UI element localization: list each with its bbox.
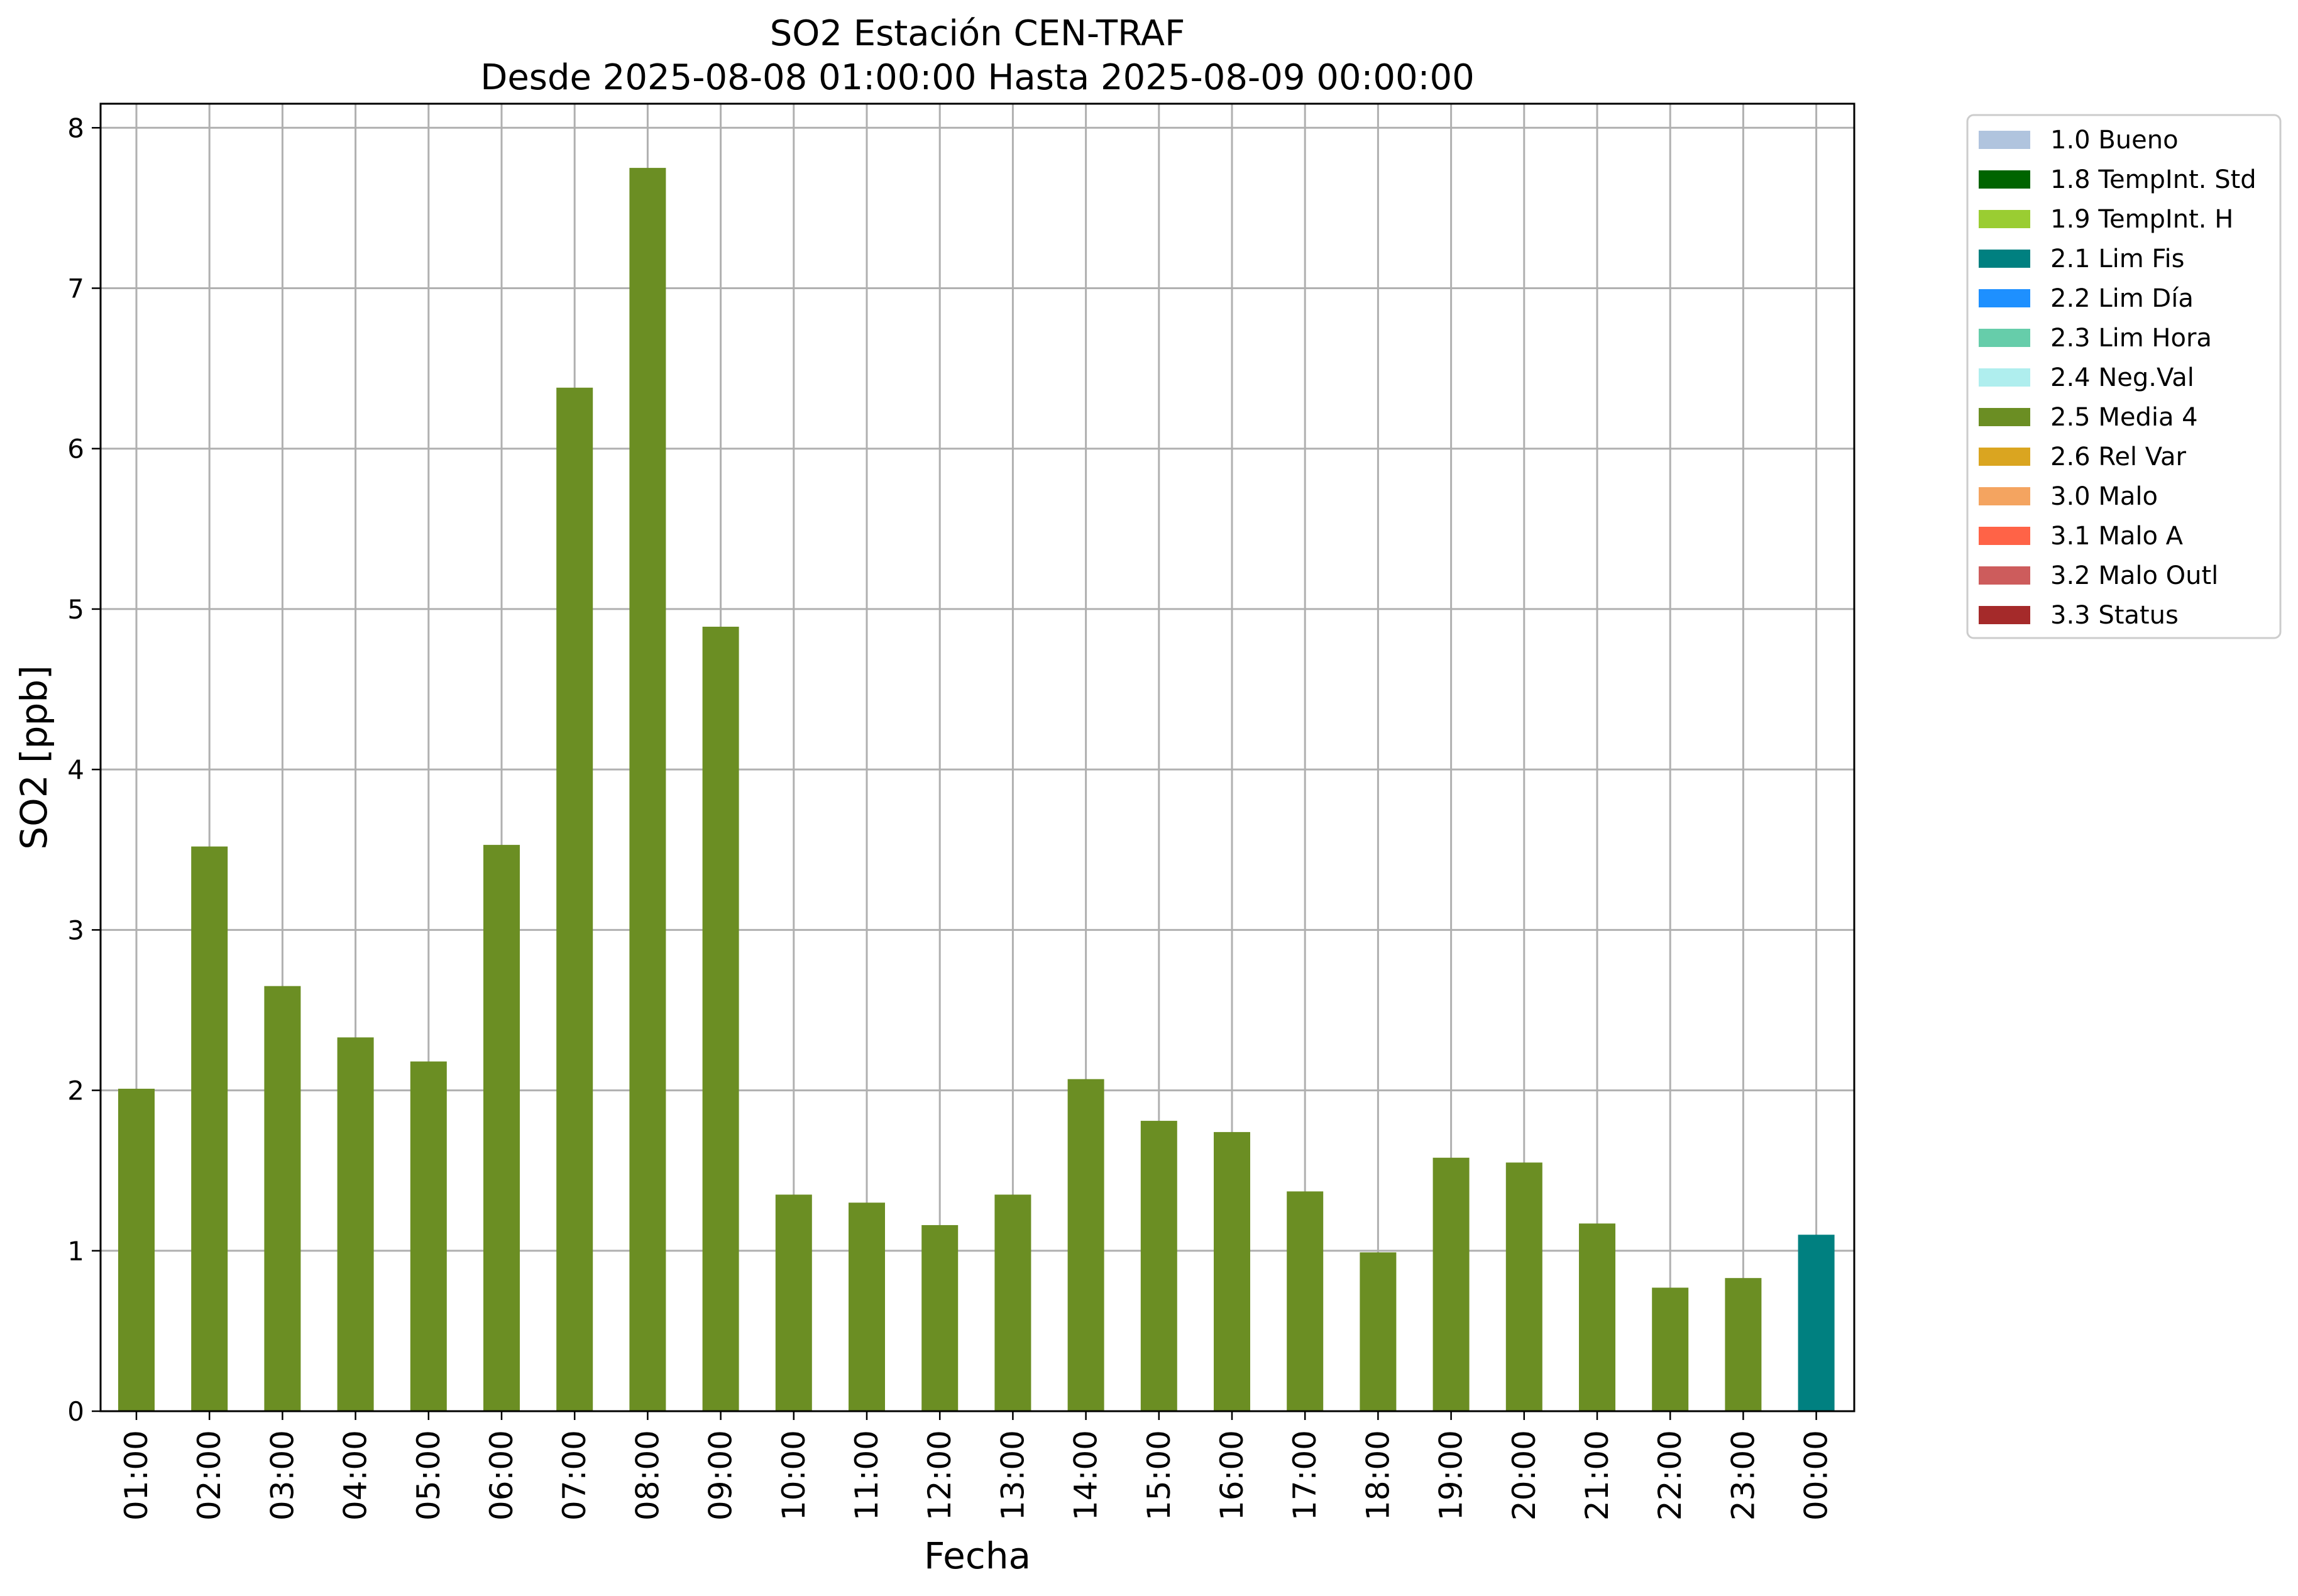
bar (264, 986, 301, 1411)
bars (118, 168, 1835, 1412)
x-tick-label: 07:00 (556, 1430, 593, 1521)
x-axis-ticks: 01:00 02:00 03:00 04:00 05:00 06:00 07:00 08:00… (118, 1411, 1835, 1521)
legend-swatch (1979, 606, 2030, 624)
bar (1505, 1162, 1542, 1411)
chart-title: SO2 Estación CEN-TRAF (770, 13, 1185, 54)
x-tick-label: 09:00 (703, 1430, 739, 1521)
bar (1798, 1235, 1835, 1411)
y-tick-label: 5 (67, 594, 84, 625)
bar (1432, 1157, 1470, 1411)
bar (337, 1037, 374, 1411)
y-tick-label: 2 (67, 1076, 84, 1106)
bar (1214, 1131, 1250, 1411)
bar (1725, 1278, 1762, 1411)
legend-label: 3.0 Malo (2050, 482, 2158, 511)
legend-swatch (1979, 527, 2030, 545)
x-tick-label: 17:00 (1287, 1430, 1323, 1521)
legend-label: 2.1 Lim Fis (2050, 245, 2184, 273)
x-tick-label: 20:00 (1506, 1430, 1542, 1521)
legend-label: 1.8 TempInt. Std (2050, 165, 2257, 194)
bar (1652, 1287, 1689, 1411)
x-tick-label: 18:00 (1360, 1430, 1396, 1521)
y-tick-label: 8 (67, 113, 84, 143)
legend-swatch (1979, 448, 2030, 466)
y-tick-label: 0 (67, 1396, 84, 1427)
legend-swatch (1979, 329, 2030, 347)
x-tick-label: 05:00 (410, 1430, 447, 1521)
x-tick-label: 06:00 (483, 1430, 520, 1521)
x-tick-label: 22:00 (1652, 1430, 1688, 1521)
bar (629, 168, 666, 1411)
legend-label: 3.3 Status (2050, 601, 2179, 630)
x-tick-label: 03:00 (264, 1430, 300, 1521)
x-tick-label: 15:00 (1141, 1430, 1177, 1521)
legend-frame (1966, 114, 2282, 639)
legend-swatch (1979, 170, 2030, 189)
legend-label: 2.3 Lim Hora (2050, 324, 2212, 353)
chart-subtitle: Desde 2025-08-08 01:00:00 Hasta 2025-08-… (480, 57, 1475, 98)
legend: 1.0 Bueno 1.8 TempInt. Std 1.9 TempInt. H 2… (1966, 114, 2282, 639)
legend-swatch (1979, 131, 2030, 149)
x-tick-label: 00:00 (1798, 1430, 1835, 1521)
x-axis-label: Fecha (924, 1534, 1031, 1577)
bar (556, 387, 593, 1412)
legend-swatch (1979, 368, 2030, 387)
x-tick-label: 04:00 (338, 1430, 374, 1521)
x-tick-label: 14:00 (1068, 1430, 1104, 1521)
bar (1067, 1079, 1104, 1411)
legend-label: 1.0 Bueno (2050, 126, 2179, 155)
bar (921, 1225, 959, 1411)
bar (118, 1089, 155, 1411)
legend-label: 3.2 Malo Outl (2050, 561, 2218, 590)
legend-label: 3.1 Malo A (2050, 522, 2184, 551)
axes-frame (99, 102, 1855, 1412)
bar (410, 1061, 447, 1411)
y-axis-ticks: 0 1 2 3 4 5 6 7 8 (67, 113, 101, 1427)
y-tick-label: 4 (67, 754, 84, 785)
legend-label: 2.6 Rel Var (2050, 443, 2187, 471)
bar (702, 627, 739, 1411)
y-tick-label: 3 (67, 915, 84, 945)
bar (191, 846, 228, 1411)
x-tick-label: 12:00 (921, 1430, 958, 1521)
x-tick-label: 23:00 (1725, 1430, 1761, 1521)
y-tick-label: 7 (67, 273, 84, 304)
bar (1360, 1252, 1397, 1411)
bar (483, 845, 520, 1411)
x-tick-label: 10:00 (776, 1430, 812, 1521)
legend-swatch (1979, 210, 2030, 228)
bar (849, 1203, 885, 1411)
bar (1287, 1191, 1324, 1411)
bar (775, 1194, 812, 1411)
x-tick-label: 08:00 (629, 1430, 666, 1521)
x-tick-label: 16:00 (1214, 1430, 1250, 1521)
legend-label: 2.4 Neg.Val (2050, 363, 2194, 392)
y-axis-label: SO2 [ppb] (13, 665, 55, 850)
y-tick-label: 6 (67, 434, 84, 465)
x-tick-label: 13:00 (994, 1430, 1031, 1521)
legend-swatch (1979, 566, 2030, 585)
legend-swatch (1979, 487, 2030, 505)
legend-label: 1.9 TempInt. H (2050, 205, 2233, 234)
bar (1579, 1223, 1615, 1411)
x-tick-label: 11:00 (849, 1430, 885, 1521)
legend-label: 2.5 Media 4 (2050, 403, 2198, 432)
legend-swatch (1979, 408, 2030, 426)
legend-swatch (1979, 250, 2030, 268)
x-tick-label: 21:00 (1579, 1430, 1615, 1521)
bar (994, 1194, 1031, 1411)
x-tick-label: 02:00 (191, 1430, 228, 1521)
legend-label: 2.2 Lim Día (2050, 284, 2194, 313)
y-tick-label: 1 (67, 1236, 84, 1267)
bar (1140, 1121, 1177, 1411)
x-tick-label: 01:00 (118, 1430, 155, 1521)
legend-swatch (1979, 289, 2030, 307)
x-tick-label: 19:00 (1433, 1430, 1470, 1521)
